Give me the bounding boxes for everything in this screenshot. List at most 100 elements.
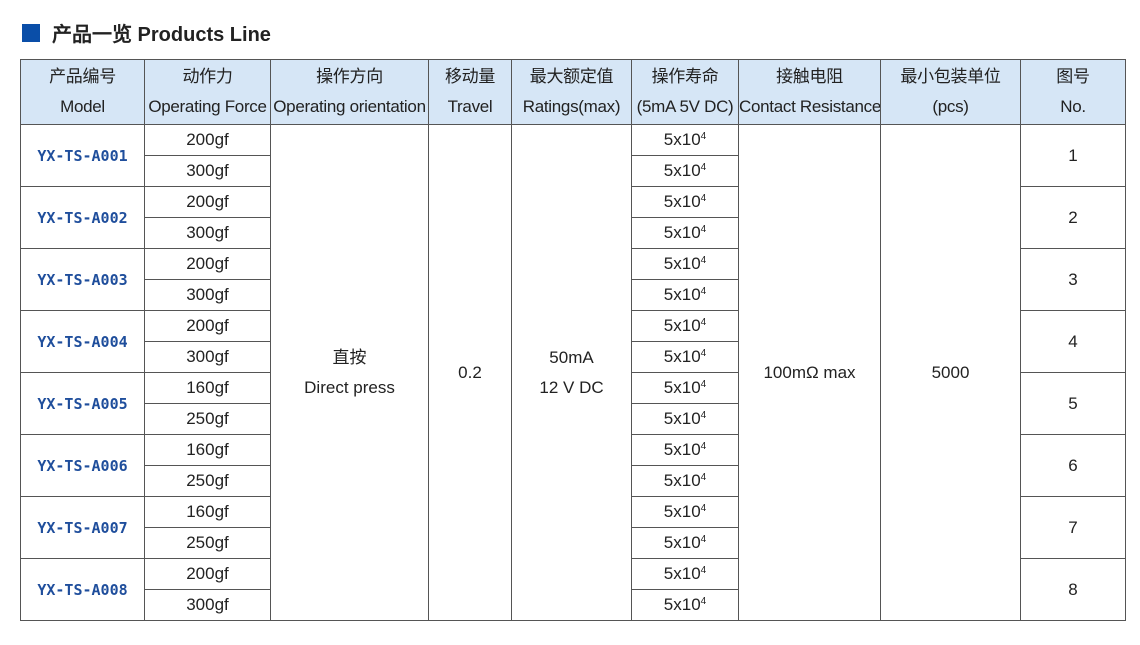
rating-current: 50mA	[549, 347, 594, 367]
column-header-en: No.	[1060, 97, 1086, 116]
life-exponent: 4	[700, 162, 707, 173]
drawing-no-cell: 5	[1020, 372, 1126, 435]
life-base: 5x10	[663, 378, 701, 397]
force-cell: 300gf	[144, 589, 271, 621]
column-header: 产品编号 Model	[20, 59, 145, 125]
life-cell: 5x104	[631, 496, 739, 528]
life-base: 5x10	[663, 316, 701, 335]
column-header-en: Contact Resistance	[739, 97, 881, 116]
column-header: 动作力 Operating Force	[144, 59, 271, 125]
column-header-cn: 最小包装单位	[900, 67, 1001, 86]
model-cell: YX-TS-A006	[20, 434, 145, 497]
force-cell: 200gf	[144, 310, 271, 342]
table-row: 300gf 5x104	[21, 341, 1126, 373]
life-base: 5x10	[663, 409, 701, 428]
life-exponent: 4	[700, 596, 707, 607]
life-cell: 5x104	[631, 279, 739, 311]
column-header: 最大额定值 Ratings(max)	[511, 59, 632, 125]
rating-cell: 50mA 12 V DC	[511, 124, 632, 621]
force-cell: 160gf	[144, 372, 271, 404]
table-header-row: 产品编号 Model 动作力 Operating Force 操作方向 Operating…	[20, 59, 1126, 125]
orientation-en: Direct press	[304, 377, 395, 397]
force-cell: 300gf	[144, 155, 271, 187]
products-table: 产品编号 Model 动作力 Operating Force 操作方向 Operating…	[20, 59, 1126, 621]
drawing-no-cell: 4	[1020, 310, 1126, 373]
table-row: 250gf 5x104	[21, 527, 1126, 559]
column-header-cn: 操作方向	[316, 67, 383, 86]
life-base: 5x10	[663, 192, 701, 211]
model-cell: YX-TS-A008	[20, 558, 145, 621]
life-base: 5x10	[663, 564, 701, 583]
table-row: YX-TS-A002 200gf 5x104 2	[20, 186, 1126, 249]
column-header-cn: 操作寿命	[651, 67, 719, 86]
life-exponent: 4	[700, 441, 707, 452]
force-cell: 200gf	[144, 124, 271, 156]
drawing-no-cell: 6	[1020, 434, 1126, 497]
orientation-cell: 直按 Direct press	[270, 124, 429, 621]
force-cell: 250gf	[144, 527, 271, 559]
model-cell: YX-TS-A002	[20, 186, 145, 249]
table-row: YX-TS-A006 160gf 5x104 6	[20, 434, 1126, 497]
life-cell: 5x104	[631, 217, 739, 249]
life-cell: 5x104	[631, 155, 739, 187]
table-row: 300gf 5x104	[21, 589, 1126, 621]
column-header: 移动量 Travel	[428, 59, 512, 125]
table-row: YX-TS-A001 200gf 直按 Direct press 0.2 50mA 12 V…	[20, 124, 1126, 621]
life-base: 5x10	[663, 254, 701, 273]
model-cell: YX-TS-A005	[20, 372, 145, 435]
column-header: 最小包装单位 (pcs)	[880, 59, 1021, 125]
life-exponent: 4	[700, 503, 707, 514]
contact-resistance-cell: 100mΩ max	[738, 124, 881, 621]
life-exponent: 4	[700, 410, 707, 421]
column-header-en: Operating Force	[148, 97, 267, 116]
table-row: YX-TS-A007 160gf 5x104 7	[20, 496, 1126, 559]
section-title: 产品一览 Products Line	[22, 18, 271, 47]
column-header-cn: 接触电阻	[776, 67, 843, 86]
force-cell: 300gf	[144, 217, 271, 249]
life-cell: 5x104	[631, 186, 739, 218]
life-exponent: 4	[700, 255, 707, 266]
orientation-cn: 直按	[332, 347, 367, 367]
life-cell: 5x104	[631, 310, 739, 342]
life-cell: 5x104	[631, 465, 739, 497]
drawing-no-cell: 8	[1020, 558, 1126, 621]
column-header-en: (pcs)	[932, 97, 969, 116]
life-exponent: 4	[700, 534, 707, 545]
life-exponent: 4	[700, 348, 707, 359]
life-cell: 5x104	[631, 248, 739, 280]
drawing-no-cell: 2	[1020, 186, 1126, 249]
life-exponent: 4	[700, 317, 707, 328]
column-header-cn: 动作力	[182, 67, 233, 86]
force-cell: 160gf	[144, 496, 271, 528]
life-cell: 5x104	[631, 341, 739, 373]
model-cell: YX-TS-A003	[20, 248, 145, 311]
column-header: 操作寿命 (5mA 5V DC)	[631, 59, 739, 125]
force-cell: 200gf	[144, 186, 271, 218]
life-exponent: 4	[700, 472, 707, 483]
life-cell: 5x104	[631, 434, 739, 466]
column-header: 接触电阻 Contact Resistance	[738, 59, 881, 125]
life-exponent: 4	[700, 379, 707, 390]
column-header: 图号 No.	[1020, 59, 1126, 125]
table-row: YX-TS-A003 200gf 5x104 3	[20, 248, 1126, 311]
model-cell: YX-TS-A001	[20, 124, 145, 187]
force-cell: 300gf	[144, 341, 271, 373]
force-cell: 250gf	[144, 403, 271, 435]
life-base: 5x10	[663, 533, 701, 552]
life-cell: 5x104	[631, 403, 739, 435]
life-cell: 5x104	[631, 589, 739, 621]
table-row: 300gf 5x104	[21, 279, 1126, 311]
life-exponent: 4	[700, 193, 707, 204]
life-base: 5x10	[663, 223, 701, 242]
table-row: 300gf 5x104	[21, 155, 1126, 187]
life-exponent: 4	[700, 286, 707, 297]
life-base: 5x10	[663, 595, 701, 614]
column-header-en: Ratings(max)	[522, 97, 621, 116]
life-cell: 5x104	[631, 124, 739, 156]
life-exponent: 4	[700, 565, 707, 576]
column-header-en: Travel	[447, 97, 493, 116]
drawing-no-cell: 1	[1020, 124, 1126, 187]
table-row: YX-TS-A008 200gf 5x104 8	[20, 558, 1126, 621]
section-title-text: 产品一览 Products Line	[52, 24, 271, 46]
column-header: 操作方向 Operating orientation	[270, 59, 429, 125]
